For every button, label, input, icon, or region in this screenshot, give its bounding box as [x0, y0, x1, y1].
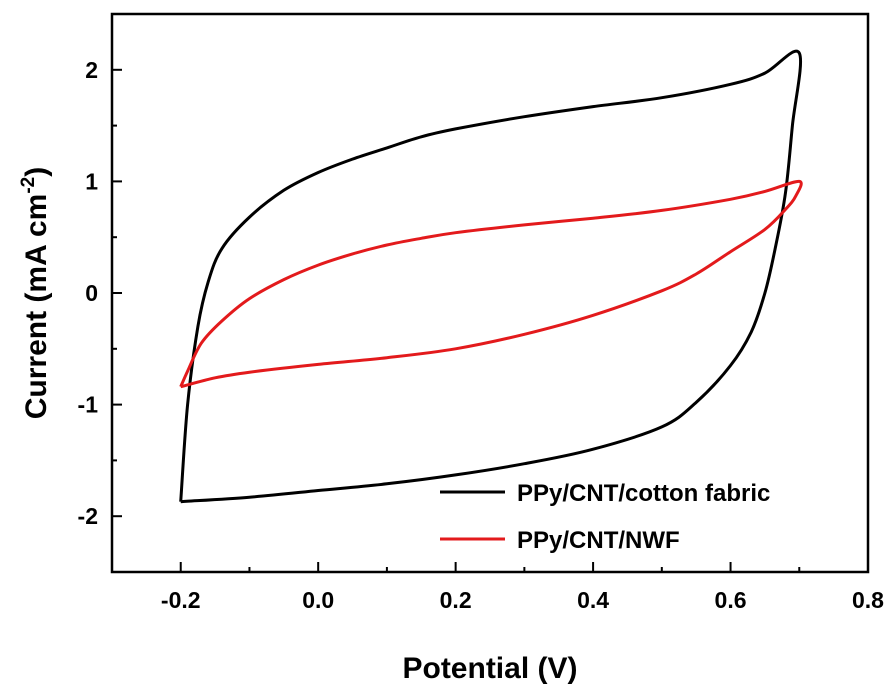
- x-tick-label: -0.2: [161, 587, 201, 613]
- legend: PPy/CNT/cotton fabric PPy/CNT/NWF: [440, 480, 770, 554]
- y-tick-label: -1: [78, 392, 99, 418]
- legend-label-nwf: PPy/CNT/NWF: [517, 527, 680, 554]
- series-layer: [179, 49, 803, 504]
- series-line-cotton-fabric: [179, 49, 803, 504]
- legend-label-cotton-fabric: PPy/CNT/cotton fabric: [517, 480, 770, 507]
- ticks-layer: -0.2 0.0 0.2 0.4 0.6 0.8 -2 -1 0 1 2: [78, 13, 884, 613]
- x-tick-label: 0.0: [302, 587, 334, 613]
- y-axis-title: Current (mA cm-2): [18, 167, 53, 420]
- x-tick-label: 0.2: [440, 587, 472, 613]
- y-tick-label: 2: [85, 57, 98, 83]
- y-tick-label: -2: [78, 503, 98, 529]
- x-tick-label: 0.4: [577, 587, 609, 613]
- y-axis-title-main: Current (mA cm: [20, 194, 53, 420]
- plot-area-frame: [110, 12, 870, 574]
- x-tick-label: 0.6: [715, 587, 747, 613]
- y-axis-title-superscript: -2: [18, 177, 39, 194]
- x-axis-title: Potential (V): [402, 652, 577, 685]
- series-line-nwf: [179, 179, 803, 389]
- y-tick-label: 0: [85, 280, 98, 306]
- y-axis-title-close: ): [20, 167, 53, 177]
- x-tick-label: 0.8: [852, 587, 884, 613]
- y-tick-label: 1: [85, 168, 98, 194]
